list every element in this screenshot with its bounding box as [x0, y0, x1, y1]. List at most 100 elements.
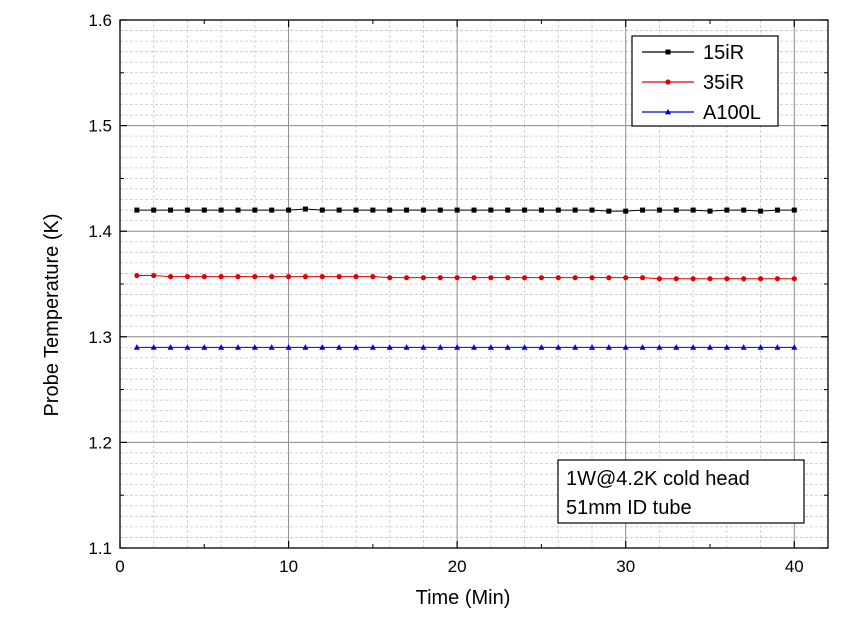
- data-point-35ir: [151, 272, 157, 279]
- data-point-15ir: [623, 208, 629, 214]
- data-point-a100l: [673, 344, 680, 350]
- data-point-a100l: [656, 344, 663, 350]
- data-point-15ir: [319, 207, 325, 213]
- data-point-15ir: [370, 207, 376, 213]
- data-point-35ir: [505, 275, 511, 281]
- data-point-15ir: [690, 207, 696, 213]
- data-point-a100l: [437, 344, 444, 350]
- data-point-a100l: [723, 344, 730, 350]
- data-point-15ir: [774, 207, 780, 213]
- y-tick-label: 1.2: [88, 433, 112, 452]
- data-point-a100l: [336, 344, 343, 350]
- y-tick-label: 1.1: [88, 539, 112, 558]
- data-point-a100l: [521, 344, 528, 350]
- data-point-a100l: [487, 344, 494, 350]
- data-point-a100l: [791, 344, 798, 350]
- axes: 1.1 1.2 1.3 1.4 1.5 1.6 0 10 20 30 40: [88, 11, 828, 576]
- data-point-a100l: [285, 344, 292, 350]
- data-point-15ir: [218, 207, 224, 213]
- data-point-15ir: [454, 207, 460, 213]
- data-point-a100l: [605, 344, 612, 350]
- data-point-35ir: [623, 275, 629, 281]
- data-point-15ir: [555, 207, 561, 213]
- data-point-a100l: [740, 344, 747, 350]
- data-point-35ir: [353, 274, 359, 280]
- data-point-15ir: [707, 208, 713, 214]
- data-point-35ir: [690, 276, 696, 282]
- y-tick-label: 1.5: [88, 117, 112, 136]
- data-point-a100l: [218, 344, 225, 350]
- series-layer: [133, 206, 798, 350]
- data-point-15ir: [353, 207, 359, 213]
- annotation-line-2: 51mm ID tube: [566, 497, 692, 519]
- data-point-a100l: [403, 344, 410, 350]
- data-point-15ir: [572, 207, 578, 213]
- data-point-35ir: [218, 274, 224, 280]
- data-point-15ir: [522, 207, 528, 213]
- data-point-15ir: [134, 207, 140, 213]
- data-point-35ir: [285, 274, 292, 280]
- data-point-15ir: [420, 207, 426, 213]
- data-point-15ir: [589, 207, 595, 213]
- data-point-15ir: [184, 207, 190, 213]
- data-point-15ir: [791, 207, 797, 213]
- data-point-15ir: [656, 207, 662, 213]
- x-tick-label: 40: [785, 557, 804, 576]
- y-tick-label: 1.4: [88, 222, 112, 241]
- data-point-35ir: [387, 275, 393, 281]
- data-point-35ir: [235, 274, 241, 280]
- data-point-35ir: [724, 276, 730, 282]
- data-point-15ir: [252, 207, 258, 213]
- data-point-15ir: [538, 207, 544, 213]
- data-point-15ir: [168, 207, 174, 213]
- data-point-a100l: [150, 344, 157, 350]
- data-point-35ir: [589, 275, 595, 281]
- data-point-15ir: [606, 208, 612, 214]
- data-point-35ir: [572, 275, 578, 281]
- annotation: 1W@4.2K cold head 51mm ID tube: [557, 459, 805, 524]
- data-point-35ir: [319, 274, 325, 280]
- data-point-15ir: [505, 207, 511, 213]
- data-point-35ir: [471, 275, 477, 281]
- x-tick-label: 10: [279, 557, 298, 576]
- data-point-a100l: [757, 344, 764, 350]
- data-point-a100l: [471, 344, 477, 350]
- data-point-a100l: [184, 344, 191, 350]
- data-point-35ir: [521, 275, 528, 281]
- series-line-35ir: [136, 275, 795, 280]
- x-tick-label: 30: [616, 557, 635, 576]
- data-point-a100l: [707, 344, 713, 350]
- data-point-a100l: [369, 344, 376, 350]
- data-point-15ir: [387, 207, 393, 213]
- annotation-box: [557, 459, 805, 524]
- data-point-a100l: [133, 344, 140, 350]
- data-point-35ir: [302, 274, 309, 280]
- data-point-15ir: [235, 207, 241, 213]
- data-point-a100l: [622, 344, 629, 350]
- data-point-a100l: [504, 344, 511, 350]
- data-point-35ir: [538, 275, 545, 281]
- data-point-35ir: [167, 274, 174, 280]
- data-point-15ir: [640, 207, 646, 213]
- data-point-a100l: [268, 344, 275, 350]
- data-point-a100l: [454, 344, 461, 350]
- y-tick-label: 1.6: [88, 11, 112, 30]
- legend: 15iR 35iR A100L: [631, 35, 779, 127]
- x-tick-label: 20: [448, 557, 467, 576]
- data-point-15ir: [724, 207, 730, 213]
- data-point-15ir: [758, 208, 764, 214]
- data-point-35ir: [757, 276, 764, 282]
- data-point-35ir: [639, 275, 646, 281]
- data-point-15ir: [471, 207, 477, 213]
- data-point-15ir: [404, 207, 410, 213]
- data-point-15ir: [302, 206, 308, 212]
- legend-label-a100l: A100L: [703, 102, 761, 124]
- data-point-15ir: [269, 207, 275, 213]
- data-point-15ir: [336, 207, 342, 213]
- legend-box: [631, 35, 779, 127]
- data-point-a100l: [538, 344, 545, 350]
- data-point-a100l: [251, 344, 258, 350]
- series-a100l: [133, 344, 798, 350]
- data-point-a100l: [555, 344, 562, 350]
